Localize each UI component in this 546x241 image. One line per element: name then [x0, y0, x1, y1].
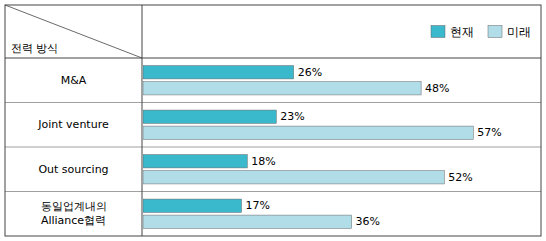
bar [143, 66, 294, 79]
legend-swatch [431, 26, 445, 38]
value-label: 52% [448, 171, 472, 184]
category-label-line: M&A [61, 74, 87, 87]
category-label: Out sourcing [38, 163, 108, 176]
bar [143, 215, 352, 228]
value-label: 18% [251, 155, 275, 168]
category-label-line: 동일업계내의 [41, 200, 107, 213]
value-label: 57% [477, 126, 501, 139]
legend: 현재 미래 [431, 25, 531, 39]
bar [143, 171, 444, 184]
bar [143, 110, 276, 123]
value-label: 17% [246, 199, 270, 212]
table-border [5, 5, 541, 236]
value-labels: 26% 23% 18% 17% 48% 57% 52% 36% [246, 66, 502, 229]
header-label: 전력 방식 [11, 42, 59, 55]
header-diagonal [5, 5, 142, 58]
bars [143, 66, 473, 229]
bar [143, 155, 247, 168]
value-label: 48% [425, 82, 449, 95]
bar [143, 82, 421, 95]
value-label: 36% [356, 215, 380, 228]
category-label-line: Joint venture [37, 118, 109, 131]
category-label: Joint venture [37, 118, 109, 131]
category-label-line: Alliance협력 [41, 214, 106, 227]
row-separator [5, 147, 541, 148]
category-label: M&A [61, 74, 87, 87]
category-label: 동일업계내의Alliance협력 [41, 200, 107, 227]
bar [143, 126, 473, 139]
category-label-line: Out sourcing [38, 163, 108, 176]
value-label: 23% [280, 110, 304, 123]
legend-label: 현재 [450, 25, 474, 39]
header-border [5, 58, 541, 59]
legend-swatch [488, 26, 502, 38]
column-border [142, 5, 143, 236]
row-separator [5, 102, 541, 103]
row-separator [5, 191, 541, 192]
value-label: 26% [298, 66, 322, 79]
legend-label: 미래 [507, 25, 531, 39]
bar [143, 199, 242, 212]
chart: 26% 23% 18% 17% 48% 57% 52% 36% M&A Joint venture… [0, 0, 546, 241]
